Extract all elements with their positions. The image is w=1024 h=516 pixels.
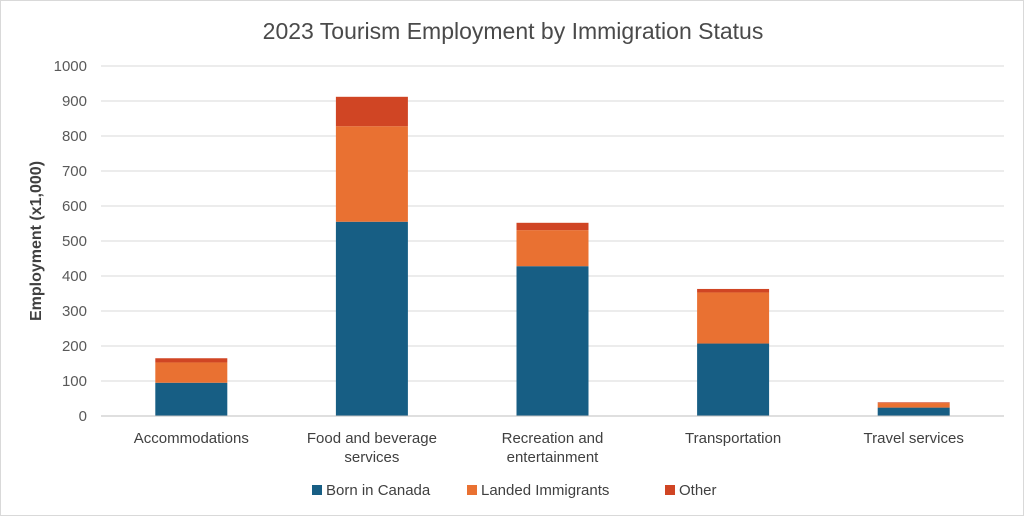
y-axis-title: Employment (x1,000) [28,161,45,321]
y-tick-label: 100 [62,373,87,390]
bar-segment [516,266,589,416]
bar-segment [516,230,589,267]
bar-segment [697,343,770,416]
bar-segment [335,96,408,127]
y-tick-label: 300 [62,303,87,320]
bar-segment [516,222,589,231]
bar-segment [877,407,950,416]
bar-segment [335,221,408,416]
legend-label: Born in Canada [326,482,431,499]
y-tick-label: 800 [62,128,87,145]
y-axis-ticks: 0 100 200 300 400 500 600 700 800 900 1000 [54,58,87,425]
x-category-label: services [344,449,399,466]
x-axis-categories: Accommodations Food and beverage services R… [134,430,964,466]
legend-label: Other [679,482,717,499]
legend-label: Landed Immigrants [481,482,609,499]
y-tick-label: 900 [62,93,87,110]
bar-segment [877,402,950,404]
legend-swatch [312,485,322,495]
chart-title: 2023 Tourism Employment by Immigration S… [263,18,764,44]
x-category-label: Accommodations [134,430,249,447]
x-category-label: Food and beverage [307,430,437,447]
y-tick-label: 400 [62,268,87,285]
y-tick-label: 600 [62,198,87,215]
y-tick-label: 1000 [54,58,87,75]
bars [155,96,950,416]
bar-segment [335,126,408,222]
x-category-label: Transportation [685,430,781,447]
x-category-label: Recreation and [502,430,604,447]
y-tick-label: 200 [62,338,87,355]
y-tick-label: 500 [62,233,87,250]
bar-segment [155,362,228,383]
x-category-label: entertainment [507,449,600,466]
y-tick-label: 700 [62,163,87,180]
bar-segment [155,382,228,416]
y-tick-label: 0 [79,408,87,425]
legend-swatch [665,485,675,495]
bar-segment [877,403,950,408]
bar-segment [697,288,770,293]
legend-swatch [467,485,477,495]
legend: Born in Canada Landed Immigrants Other [312,482,717,499]
bar-segment [697,292,770,344]
bar-segment [155,358,228,363]
x-category-label: Travel services [864,430,964,447]
